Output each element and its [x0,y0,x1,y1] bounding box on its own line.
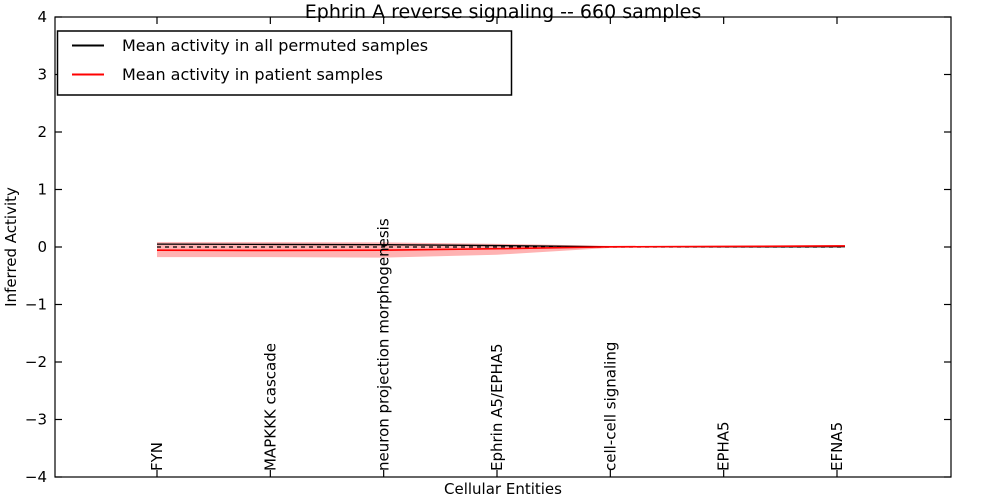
y-tick-label: 3 [37,66,47,84]
series-line-1 [156,245,845,252]
legend-label-1: Mean activity in patient samples [122,65,383,84]
legend-label-0: Mean activity in all permuted samples [122,36,428,55]
y-tick-label: 0 [37,238,47,256]
chart-title: Ephrin A reverse signaling -- 660 sample… [305,1,701,23]
y-axis-ticks: 4 3 2 1 0 −1 −2 −3 −4 [25,8,951,486]
y-tick-label: −1 [25,296,47,314]
x-axis-ticks: FYN MAPKKK cascade neuron projection morph… [148,17,846,477]
x-axis-label: Cellular Entities [444,480,562,498]
x-tick-label: neuron projection morphogenesis [375,218,393,471]
legend-box [56,30,513,96]
x-tick-label: Ephrin A5/EPHA5 [488,343,506,471]
x-tick-label: cell-cell signaling [601,342,619,471]
plot-series [156,243,845,252]
y-axis-label: Inferred Activity [2,187,20,307]
y-tick-label: 4 [37,8,47,26]
x-tick-label: FYN [148,442,166,471]
x-tick-label: MAPKKK cascade [261,343,279,471]
y-tick-label: −2 [25,353,47,371]
y-tick-label: −3 [25,411,47,429]
y-tick-label: 2 [37,123,47,141]
y-tick-label: 1 [37,181,47,199]
x-tick-label: EFNA5 [828,422,846,471]
y-tick-label: −4 [25,468,47,486]
legend: Mean activity in all permuted samples Mea… [56,30,513,96]
x-tick-label: EPHA5 [715,421,733,471]
